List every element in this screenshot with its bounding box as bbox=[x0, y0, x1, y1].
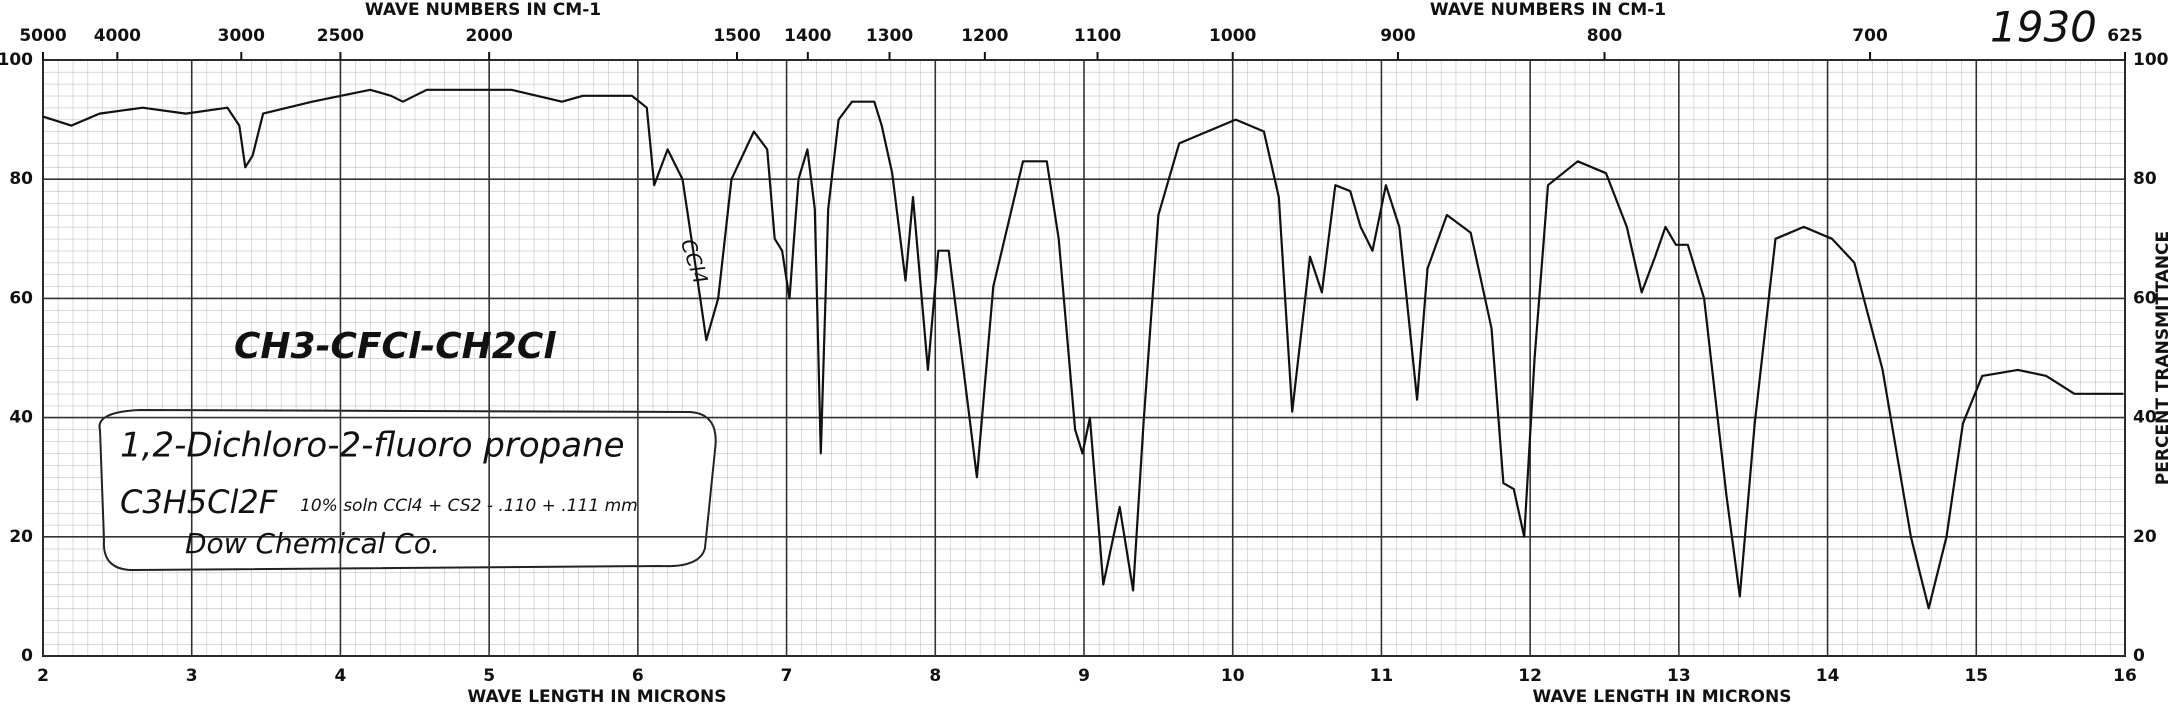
top-tick-label: 2000 bbox=[465, 26, 512, 46]
y-tick-label: 80 bbox=[9, 169, 33, 189]
x-axis-title: WAVE LENGTH IN MICRONS bbox=[1533, 687, 1792, 707]
x-tick-label: 7 bbox=[781, 666, 793, 686]
top-tick-label: 1500 bbox=[713, 26, 760, 46]
x-tick-label: 12 bbox=[1518, 666, 1542, 686]
x-tick-label: 15 bbox=[1964, 666, 1988, 686]
top-axis-title: WAVE NUMBERS IN CM-1 bbox=[1430, 0, 1666, 20]
top-tick-label: 1200 bbox=[961, 26, 1008, 46]
x-tick-label: 14 bbox=[1816, 666, 1840, 686]
y-tick-label: 100 bbox=[2133, 50, 2169, 70]
spectrum-line bbox=[42, 88, 2124, 610]
x-tick-label: 10 bbox=[1221, 666, 1245, 686]
annotation: C3H5Cl2F bbox=[120, 483, 278, 521]
top-tick-label: 3000 bbox=[218, 26, 265, 46]
annotation: 1,2-Dichloro-2-fluoro propane bbox=[120, 426, 625, 466]
annotation: 10% soln CCl4 + CS2 - .110 + .111 mm bbox=[300, 496, 638, 516]
y-axis-title: PERCENT TRANSMITTANCE bbox=[2153, 231, 2173, 485]
x-axis-title: WAVE LENGTH IN MICRONS bbox=[468, 687, 727, 707]
x-tick-label: 9 bbox=[1078, 666, 1090, 686]
x-tick-label: 4 bbox=[335, 666, 347, 686]
y-tick-label: 0 bbox=[2133, 646, 2145, 666]
top-tick-label: 1000 bbox=[1209, 26, 1256, 46]
top-tick-label: 1300 bbox=[866, 26, 913, 46]
x-tick-label: 16 bbox=[2113, 666, 2137, 686]
x-tick-label: 11 bbox=[1370, 666, 1394, 686]
x-tick-label: 13 bbox=[1667, 666, 1691, 686]
annotation: 1930 bbox=[1990, 3, 2097, 52]
annotation-box bbox=[98, 408, 717, 572]
annotation: Dow Chemical Co. bbox=[185, 527, 440, 560]
top-tick-label: 4000 bbox=[94, 26, 141, 46]
x-tick-label: 6 bbox=[632, 666, 644, 686]
x-tick-label: 2 bbox=[37, 666, 49, 686]
x-tick-label: 5 bbox=[483, 666, 495, 686]
annotation: CH3-CFCl-CH2Cl bbox=[234, 326, 556, 367]
y-tick-label: 60 bbox=[2133, 288, 2157, 308]
top-tick-label: 625 bbox=[2107, 26, 2143, 46]
y-tick-label: 40 bbox=[9, 408, 33, 428]
top-tick-label: 800 bbox=[1587, 26, 1623, 46]
y-tick-label: 0 bbox=[21, 646, 33, 666]
x-tick-label: 8 bbox=[929, 666, 941, 686]
y-tick-label: 20 bbox=[9, 527, 33, 547]
top-tick-label: 1400 bbox=[784, 26, 831, 46]
top-axis-title: WAVE NUMBERS IN CM-1 bbox=[365, 0, 601, 20]
y-tick-label: 40 bbox=[2133, 408, 2157, 428]
y-tick-label: 80 bbox=[2133, 169, 2157, 189]
top-tick-label: 2500 bbox=[317, 26, 364, 46]
y-tick-label: 100 bbox=[0, 50, 33, 70]
x-tick-label: 3 bbox=[186, 666, 198, 686]
top-tick-label: 900 bbox=[1380, 26, 1416, 46]
top-tick-label: 1100 bbox=[1074, 26, 1121, 46]
top-tick-label: 5000 bbox=[19, 26, 66, 46]
top-tick-label: 700 bbox=[1852, 26, 1888, 46]
y-tick-label: 60 bbox=[9, 288, 33, 308]
y-tick-label: 20 bbox=[2133, 527, 2157, 547]
